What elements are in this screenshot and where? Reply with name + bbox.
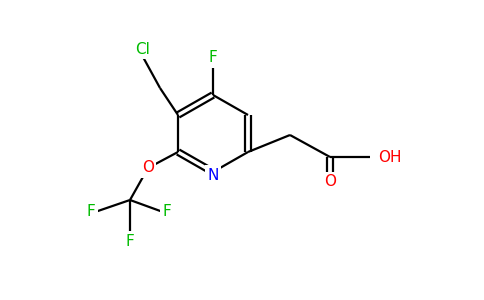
Text: N: N	[207, 167, 219, 182]
Text: F: F	[163, 205, 171, 220]
Text: F: F	[87, 205, 95, 220]
Text: OH: OH	[378, 149, 402, 164]
Text: O: O	[324, 175, 336, 190]
Text: F: F	[126, 233, 135, 248]
Text: Cl: Cl	[136, 41, 151, 56]
Text: O: O	[142, 160, 154, 175]
Text: F: F	[209, 50, 217, 65]
